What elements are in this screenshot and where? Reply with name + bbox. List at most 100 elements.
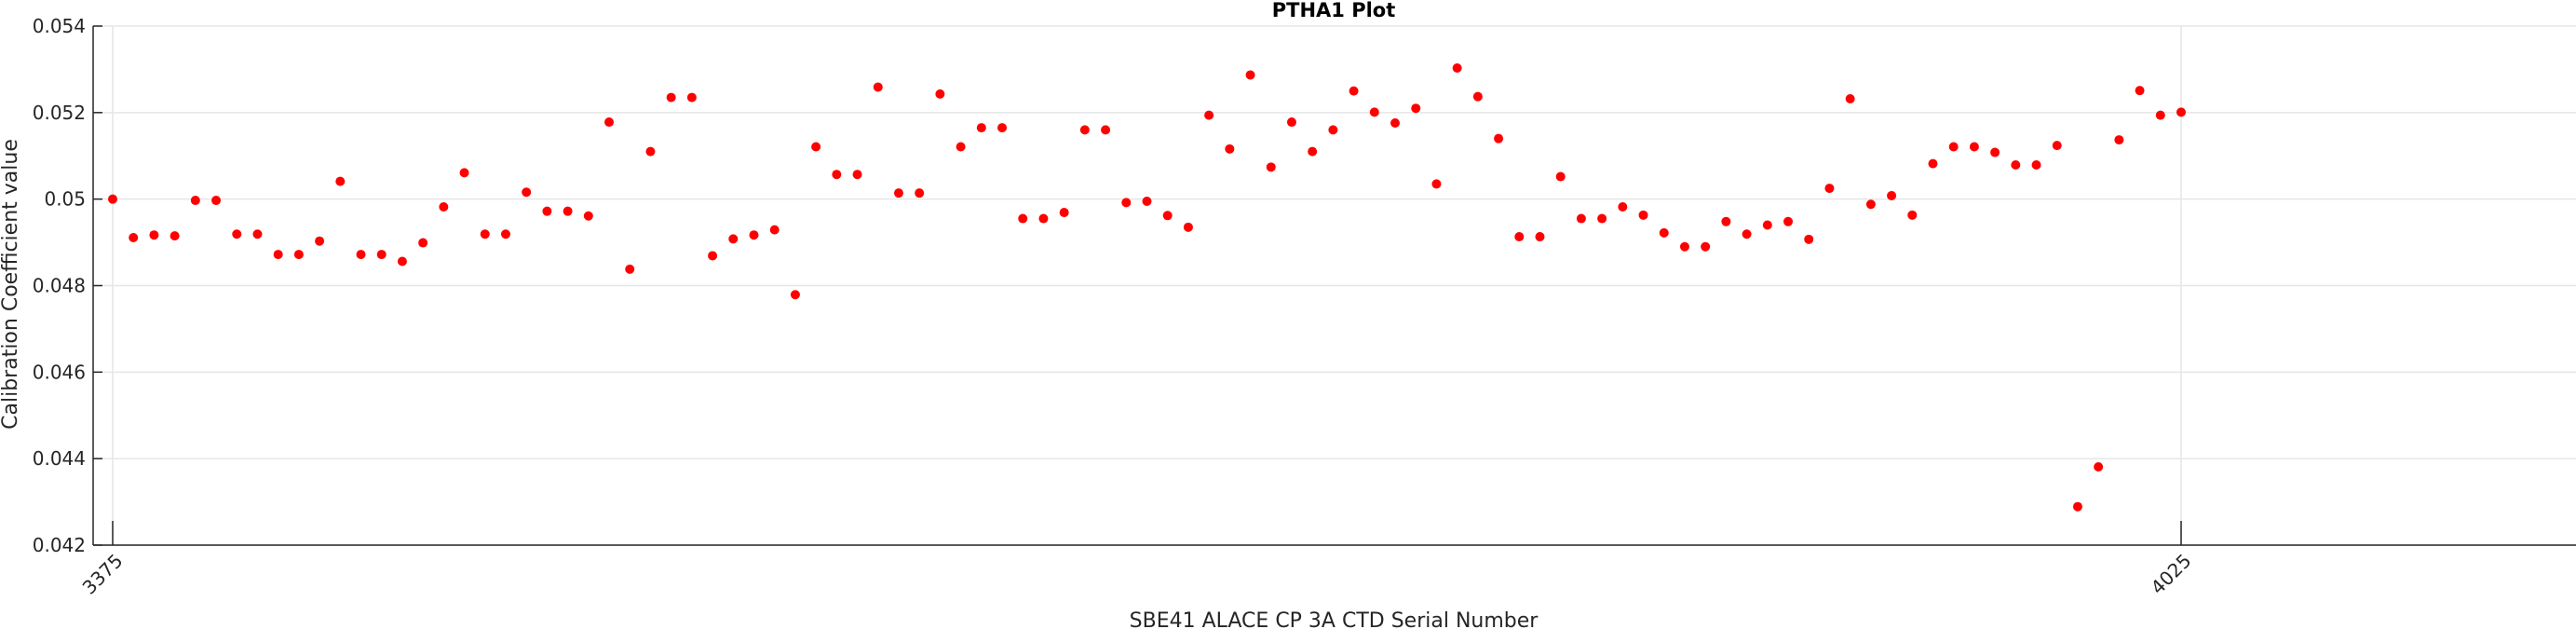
data-point <box>232 229 242 239</box>
data-point <box>1555 171 1566 182</box>
data-point <box>1204 110 1214 120</box>
data-point <box>1121 198 1132 208</box>
data-point <box>625 264 635 274</box>
data-point <box>1390 117 1401 128</box>
data-point <box>356 250 366 260</box>
data-point <box>956 142 966 152</box>
data-point <box>832 170 842 180</box>
data-point <box>1266 162 1276 172</box>
data-point <box>211 196 222 206</box>
data-point <box>893 188 903 198</box>
data-point <box>273 250 283 260</box>
y-tick-label: 0.042 <box>33 534 86 556</box>
x-tick-label: 3375 <box>78 550 128 599</box>
tick-labels: 0.042 0.044 0.046 0.048 0.05 0.052 0.054 3375 40… <box>33 15 2196 599</box>
data-point <box>1225 144 1235 154</box>
data-point <box>2072 501 2082 512</box>
data-point <box>1679 241 1689 252</box>
data-point <box>315 236 325 246</box>
data-point <box>1948 142 1959 152</box>
data-point <box>728 234 739 244</box>
data-point <box>1452 63 1462 74</box>
data-point <box>1535 232 1545 242</box>
data-point <box>397 256 407 267</box>
data-point <box>1928 158 1938 169</box>
data-point <box>190 196 200 206</box>
data-point <box>1597 213 1607 224</box>
data-point <box>769 225 780 235</box>
y-tick-label: 0.046 <box>33 361 86 383</box>
data-point <box>1969 142 1979 152</box>
data-point <box>169 231 180 241</box>
y-tick-label: 0.05 <box>44 188 86 211</box>
y-tick-label: 0.048 <box>33 275 86 297</box>
data-point <box>604 117 615 128</box>
data-point <box>1183 222 1193 232</box>
x-tick-label: 4025 <box>2147 550 2196 599</box>
data-point <box>293 250 304 260</box>
data-point <box>2094 461 2104 472</box>
data-point <box>129 232 139 242</box>
data-point <box>1721 216 1731 226</box>
data-point <box>1079 125 1090 135</box>
data-point <box>1618 202 1628 212</box>
data-point <box>1865 199 1876 210</box>
data-point <box>1328 125 1338 135</box>
data-point <box>1845 93 1855 103</box>
data-point <box>1286 117 1296 128</box>
data-point <box>459 168 469 178</box>
data-point <box>811 142 821 152</box>
data-point <box>418 238 428 248</box>
data-point <box>2176 107 2186 117</box>
data-point <box>563 206 573 216</box>
data-point <box>915 188 925 198</box>
data-point <box>666 92 676 103</box>
data-point <box>439 202 449 212</box>
data-point <box>2052 141 2062 151</box>
data-point <box>1701 241 1711 252</box>
data-point <box>708 251 718 261</box>
data-point <box>522 187 532 198</box>
data-point <box>976 123 986 133</box>
data-point <box>1038 213 1049 224</box>
y-axis-label: Calibration Coefficient value <box>0 139 22 430</box>
data-point <box>2114 135 2124 145</box>
data-point <box>749 230 759 240</box>
data-point <box>1514 232 1525 242</box>
data-point <box>852 170 862 180</box>
data-point <box>376 250 386 260</box>
data-point <box>542 206 552 216</box>
data-point <box>1101 125 1111 135</box>
data-point <box>935 89 945 99</box>
data-point <box>252 229 263 239</box>
data-point <box>1059 208 1069 218</box>
data-point <box>873 82 883 92</box>
data-point <box>1990 147 2000 157</box>
y-tick-label: 0.052 <box>33 102 86 124</box>
grid <box>93 25 2576 546</box>
data-point <box>645 146 656 157</box>
data-point <box>1659 227 1669 238</box>
data-point <box>1308 146 1318 157</box>
data-point <box>480 229 490 239</box>
chart-title: PTHA1 Plot <box>1272 0 1396 21</box>
data-point <box>1804 234 1814 244</box>
data-point <box>1411 103 1421 114</box>
data-point <box>1369 107 1379 117</box>
data-point <box>1824 184 1835 194</box>
data-point <box>2011 159 2021 170</box>
data-point <box>583 211 593 221</box>
data-point <box>1576 213 1586 224</box>
data-point <box>108 194 117 204</box>
data-point <box>1783 216 1794 226</box>
data-points <box>108 63 2186 512</box>
data-point <box>1431 179 1442 189</box>
data-point <box>335 176 346 186</box>
data-point <box>1742 229 1752 239</box>
y-tick-label: 0.044 <box>33 447 86 470</box>
data-point <box>1349 86 1359 96</box>
axes <box>92 25 2576 546</box>
x-axis-label: SBE41 ALACE CP 3A CTD Serial Number <box>1130 609 1539 629</box>
data-point <box>686 92 697 103</box>
data-point <box>1907 210 1918 220</box>
